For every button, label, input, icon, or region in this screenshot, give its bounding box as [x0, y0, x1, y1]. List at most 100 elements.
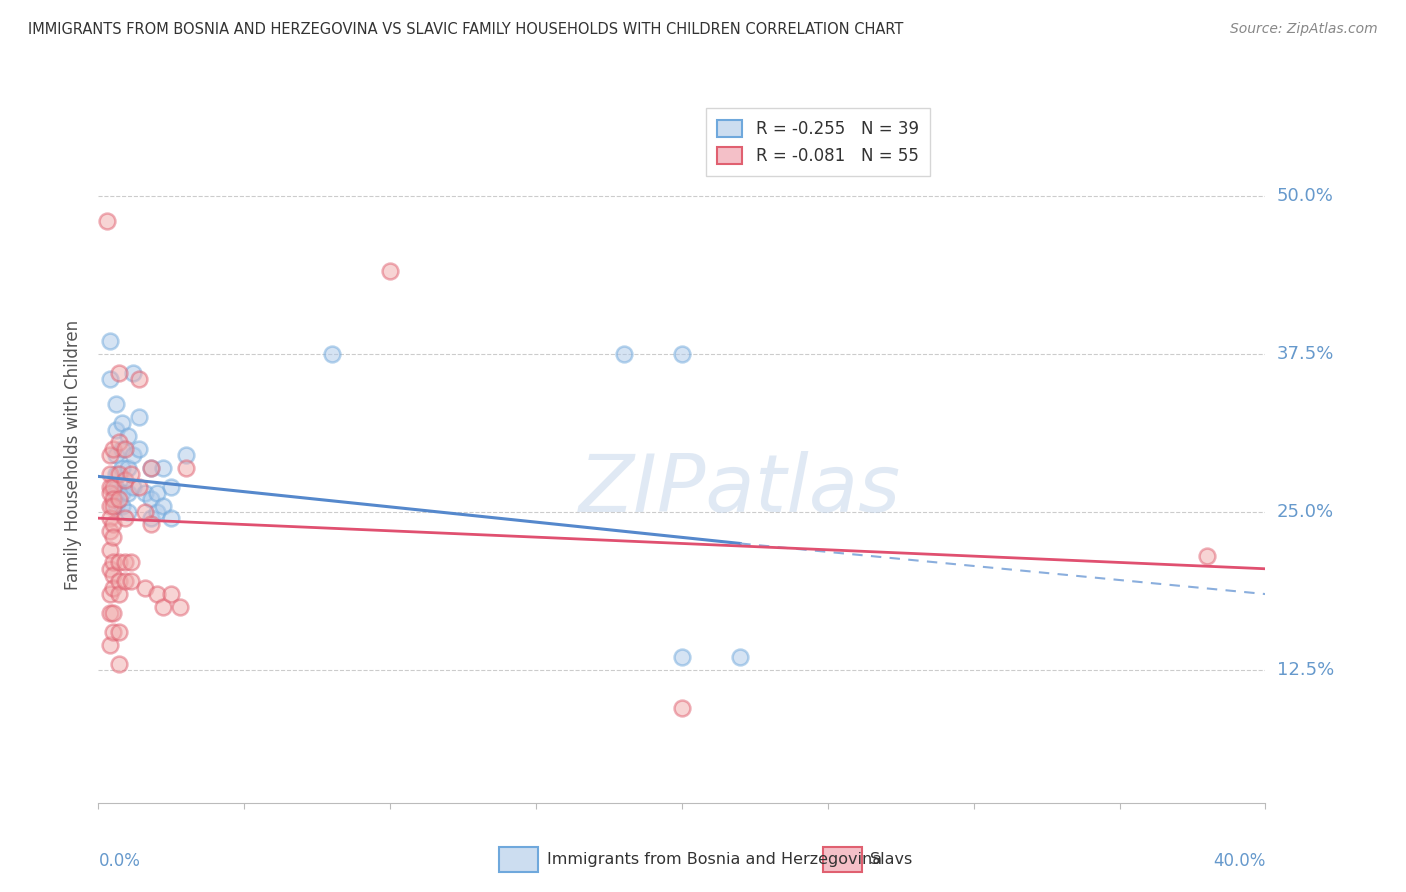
Point — [114, 556, 136, 570]
Point — [108, 574, 131, 589]
Point — [117, 429, 139, 443]
Point — [98, 486, 121, 500]
Text: 12.5%: 12.5% — [1277, 661, 1334, 679]
Text: Source: ZipAtlas.com: Source: ZipAtlas.com — [1230, 22, 1378, 37]
Point — [139, 517, 162, 532]
Point — [120, 574, 142, 589]
Point — [114, 574, 136, 589]
Point — [128, 479, 150, 493]
Point — [98, 524, 121, 538]
Point — [128, 372, 150, 386]
Point — [108, 366, 131, 380]
Point — [98, 587, 121, 601]
Point — [122, 479, 145, 493]
Point — [139, 492, 162, 507]
Point — [98, 511, 121, 525]
Point — [128, 409, 150, 424]
Point — [128, 442, 150, 456]
Point — [108, 556, 131, 570]
Point — [108, 587, 131, 601]
Text: ZIPatlas: ZIPatlas — [579, 450, 901, 529]
Point — [612, 347, 634, 361]
Point — [174, 448, 197, 462]
Point — [378, 264, 402, 278]
Point — [117, 460, 139, 475]
Point — [120, 556, 142, 570]
Point — [160, 479, 183, 493]
Point — [101, 606, 124, 620]
Point — [98, 372, 121, 386]
Point — [108, 625, 131, 640]
Point — [114, 473, 136, 487]
Point — [101, 625, 124, 640]
Point — [101, 517, 124, 532]
Point — [1195, 549, 1218, 563]
Point — [139, 511, 162, 525]
Point — [104, 467, 127, 481]
Text: Slavs: Slavs — [870, 853, 912, 867]
Point — [108, 435, 131, 450]
Point — [160, 511, 183, 525]
Point — [104, 397, 127, 411]
Point — [111, 486, 134, 500]
Point — [120, 467, 142, 481]
Point — [134, 486, 156, 500]
Point — [152, 460, 174, 475]
Point — [104, 486, 127, 500]
Point — [122, 448, 145, 462]
Point — [169, 599, 191, 614]
Point — [104, 448, 127, 462]
Point — [98, 562, 121, 576]
Point — [111, 499, 134, 513]
Point — [101, 479, 124, 493]
Point — [98, 638, 121, 652]
Point — [152, 499, 174, 513]
Point — [98, 479, 121, 493]
Point — [146, 505, 169, 519]
Point — [134, 581, 156, 595]
Point — [671, 701, 693, 715]
Point — [96, 214, 118, 228]
Text: Immigrants from Bosnia and Herzegovina: Immigrants from Bosnia and Herzegovina — [547, 853, 882, 867]
Point — [146, 486, 169, 500]
Point — [139, 460, 162, 475]
Point — [111, 460, 134, 475]
Point — [114, 442, 136, 456]
Point — [104, 423, 127, 437]
Text: IMMIGRANTS FROM BOSNIA AND HERZEGOVINA VS SLAVIC FAMILY HOUSEHOLDS WITH CHILDREN: IMMIGRANTS FROM BOSNIA AND HERZEGOVINA V… — [28, 22, 904, 37]
Point — [139, 460, 162, 475]
Text: 50.0%: 50.0% — [1277, 186, 1333, 204]
Point — [104, 479, 127, 493]
Text: 40.0%: 40.0% — [1213, 852, 1265, 870]
Point — [98, 606, 121, 620]
Point — [98, 499, 121, 513]
Y-axis label: Family Households with Children: Family Households with Children — [65, 320, 83, 590]
Point — [160, 587, 183, 601]
Point — [101, 568, 124, 582]
Point — [114, 511, 136, 525]
Point — [108, 467, 131, 481]
Point — [108, 657, 131, 671]
Point — [111, 442, 134, 456]
Text: 25.0%: 25.0% — [1277, 503, 1334, 521]
Point — [101, 530, 124, 544]
Point — [122, 366, 145, 380]
Point — [101, 499, 124, 513]
Point — [111, 417, 134, 431]
Point — [98, 467, 121, 481]
Point — [101, 581, 124, 595]
Text: 37.5%: 37.5% — [1277, 344, 1334, 363]
Point — [108, 492, 131, 507]
Point — [98, 542, 121, 557]
Point — [117, 505, 139, 519]
Point — [104, 499, 127, 513]
Point — [174, 460, 197, 475]
Point — [152, 599, 174, 614]
Point — [671, 650, 693, 665]
Point — [101, 492, 124, 507]
Point — [728, 650, 751, 665]
Point — [146, 587, 169, 601]
Point — [98, 448, 121, 462]
Point — [117, 486, 139, 500]
Point — [101, 442, 124, 456]
